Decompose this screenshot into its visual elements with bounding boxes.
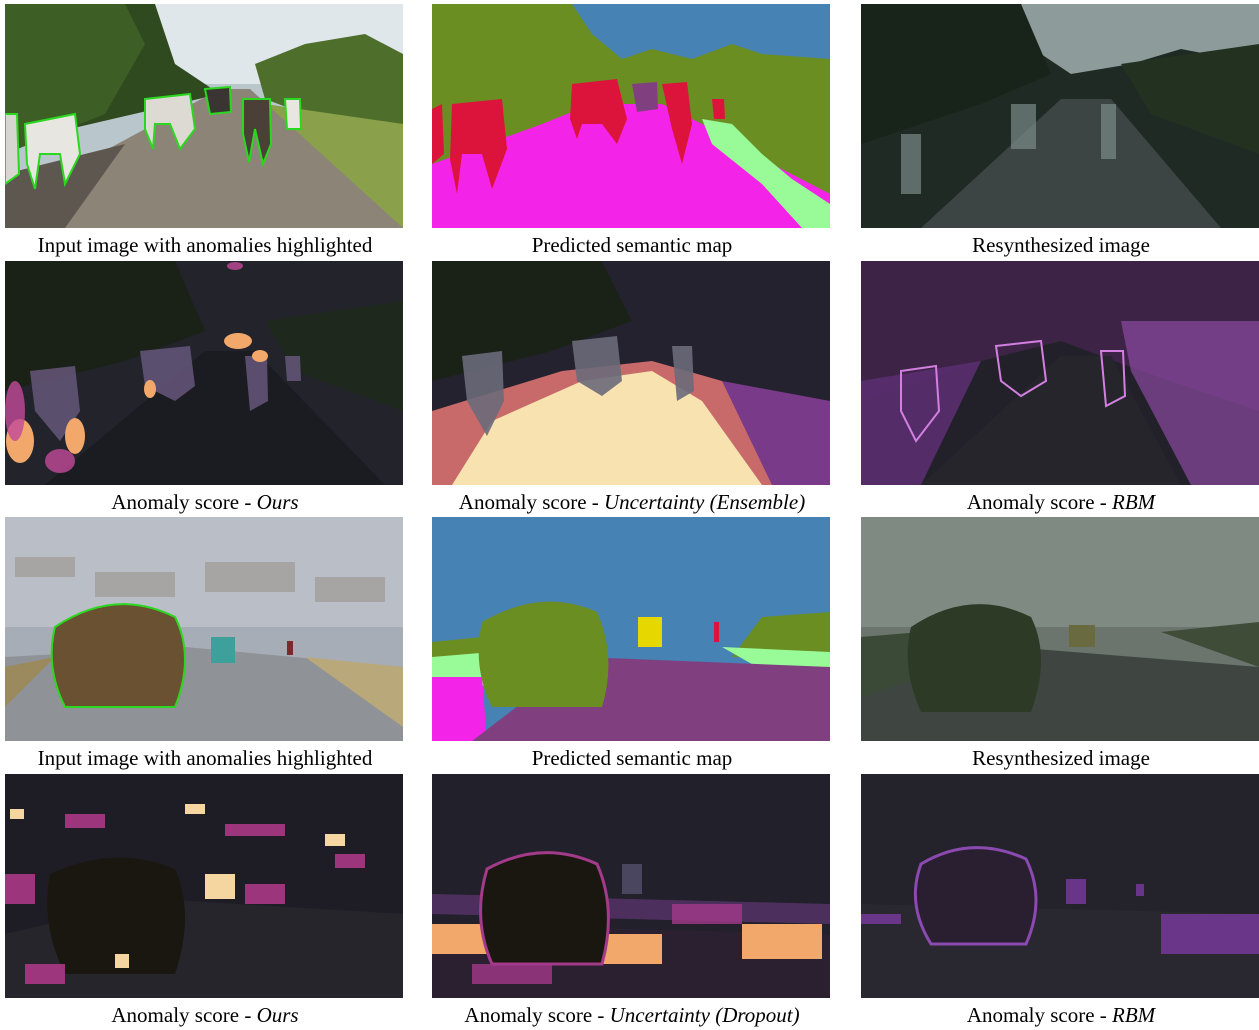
cell-input-cows: Input image with anomalies highlighted bbox=[5, 4, 405, 257]
cell-score-ours-cows: Anomaly score - Ours bbox=[5, 261, 405, 514]
cell-resynth-cows: Resynthesized image bbox=[861, 4, 1259, 257]
caption-method: RBM bbox=[1112, 1003, 1156, 1027]
cell-score-ours-hay: Anomaly score - Ours bbox=[5, 774, 405, 1027]
cell-resynth-hay: Resynthesized image bbox=[861, 517, 1259, 770]
input-image-hay bbox=[5, 517, 403, 741]
semantic-map-hay bbox=[432, 517, 830, 741]
resynthesized-image-hay-svg bbox=[861, 517, 1259, 741]
anomaly-score-rbm-cows bbox=[861, 261, 1259, 485]
resynthesized-image-hay bbox=[861, 517, 1259, 741]
caption-method: Uncertainty (Ensemble) bbox=[604, 490, 806, 514]
cell-score-rbm-cows: Anomaly score - RBM bbox=[861, 261, 1259, 514]
caption: Predicted semantic map bbox=[432, 745, 832, 771]
anomaly-score-rbm-hay-svg bbox=[861, 774, 1259, 998]
caption-method: Ours bbox=[256, 490, 299, 514]
caption: Anomaly score - Ours bbox=[5, 489, 405, 515]
caption-text: Resynthesized image bbox=[972, 746, 1150, 770]
caption: Anomaly score - Uncertainty (Ensemble) bbox=[432, 489, 832, 515]
caption-text: Predicted semantic map bbox=[531, 746, 733, 770]
cell-semantic-hay: Predicted semantic map bbox=[432, 517, 832, 770]
cell-score-rbm-hay: Anomaly score - RBM bbox=[861, 774, 1259, 1027]
anomaly-score-ours-hay-svg bbox=[5, 774, 403, 998]
caption-text: Input image with anomalies highlighted bbox=[37, 233, 373, 257]
anomaly-score-ours-cows bbox=[5, 261, 403, 485]
caption: Anomaly score - Ours bbox=[5, 1002, 405, 1028]
input-image-hay-svg bbox=[5, 517, 403, 741]
anomaly-score-ours-cows-svg bbox=[5, 261, 403, 485]
caption: Anomaly score - RBM bbox=[861, 1002, 1259, 1028]
caption-text: Anomaly score - bbox=[111, 1003, 257, 1027]
resynthesized-image-cows bbox=[861, 4, 1259, 228]
anomaly-score-uncertainty-dropout-hay bbox=[432, 774, 830, 998]
caption-text: Anomaly score - bbox=[458, 490, 605, 514]
anomaly-score-rbm-hay bbox=[861, 774, 1259, 998]
caption-text: Predicted semantic map bbox=[531, 233, 733, 257]
anomaly-score-uncertainty-dropout-hay-svg bbox=[432, 774, 830, 998]
caption: Anomaly score - Uncertainty (Dropout) bbox=[432, 1002, 832, 1028]
caption-text: Anomaly score - bbox=[966, 1003, 1113, 1027]
cell-semantic-cows: Predicted semantic map bbox=[432, 4, 832, 257]
caption-text: Input image with anomalies highlighted bbox=[37, 746, 373, 770]
caption-text: Anomaly score - bbox=[966, 490, 1113, 514]
anomaly-score-uncertainty-ensemble-cows-svg bbox=[432, 261, 830, 485]
caption-text: Anomaly score - bbox=[111, 490, 257, 514]
caption-method: Ours bbox=[256, 1003, 299, 1027]
caption: Predicted semantic map bbox=[432, 232, 832, 258]
caption-method: RBM bbox=[1112, 490, 1156, 514]
caption: Anomaly score - RBM bbox=[861, 489, 1259, 515]
resynthesized-image-cows-svg bbox=[861, 4, 1259, 228]
input-image-cows bbox=[5, 4, 403, 228]
caption: Input image with anomalies highlighted bbox=[5, 232, 405, 258]
caption-text: Anomaly score - bbox=[464, 1003, 610, 1027]
caption-method: Uncertainty (Dropout) bbox=[609, 1003, 800, 1027]
semantic-map-hay-svg bbox=[432, 517, 830, 741]
anomaly-score-rbm-cows-svg bbox=[861, 261, 1259, 485]
cow-shapes bbox=[5, 85, 303, 190]
semantic-map-cows bbox=[432, 4, 830, 228]
semantic-map-cows-svg bbox=[432, 4, 830, 228]
anomaly-score-uncertainty-ensemble-cows bbox=[432, 261, 830, 485]
caption: Input image with anomalies highlighted bbox=[5, 745, 405, 771]
cell-score-unc-hay: Anomaly score - Uncertainty (Dropout) bbox=[432, 774, 832, 1027]
input-image-cows-svg bbox=[5, 4, 403, 228]
cell-score-unc-cows: Anomaly score - Uncertainty (Ensemble) bbox=[432, 261, 832, 514]
caption: Resynthesized image bbox=[861, 232, 1259, 258]
caption-text: Resynthesized image bbox=[972, 233, 1150, 257]
caption: Resynthesized image bbox=[861, 745, 1259, 771]
anomaly-score-ours-hay bbox=[5, 774, 403, 998]
cell-input-hay: Input image with anomalies highlighted bbox=[5, 517, 405, 770]
